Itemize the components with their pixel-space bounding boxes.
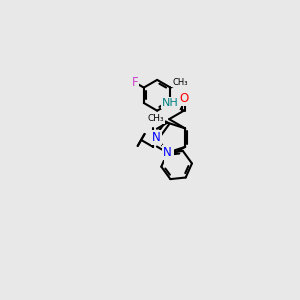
Text: N: N bbox=[152, 131, 161, 144]
Text: CH₃: CH₃ bbox=[148, 114, 164, 123]
Text: O: O bbox=[179, 92, 188, 105]
Text: N: N bbox=[163, 146, 172, 159]
Text: N: N bbox=[165, 150, 173, 163]
Text: F: F bbox=[132, 76, 139, 89]
Text: NH: NH bbox=[162, 98, 179, 108]
Text: CH₃: CH₃ bbox=[172, 78, 188, 87]
